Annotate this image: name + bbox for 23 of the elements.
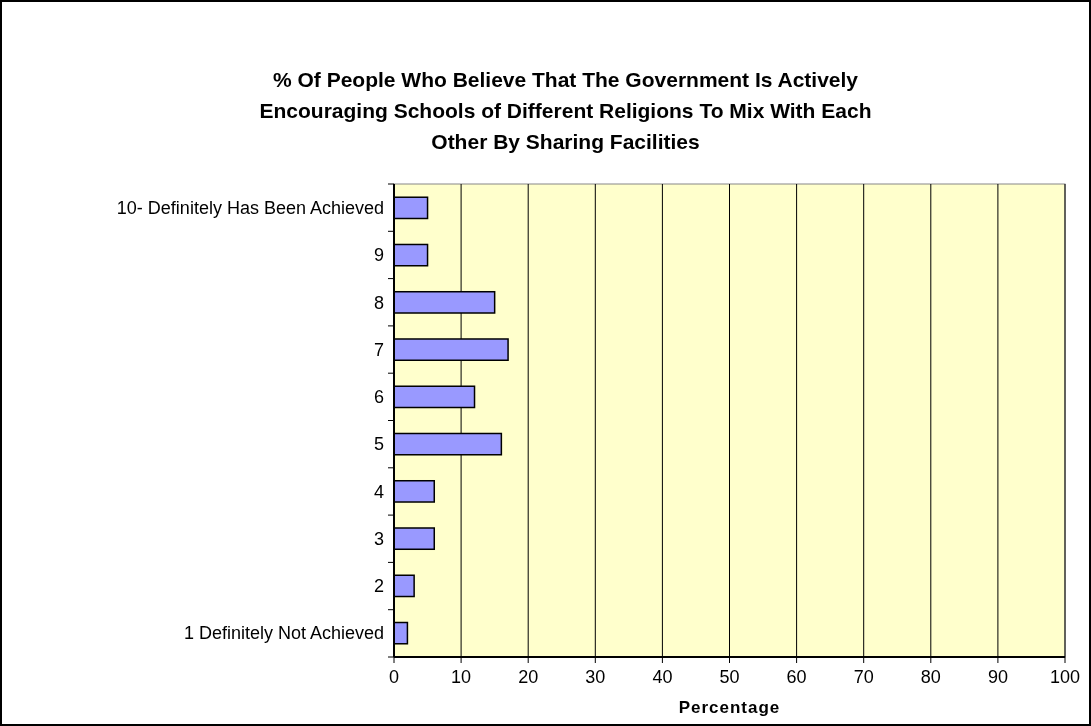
y-tick-label: 2 bbox=[373, 576, 384, 597]
y-tick-label: 9 bbox=[373, 245, 384, 266]
x-tick-label: 30 bbox=[585, 667, 606, 687]
x-tick-label: 70 bbox=[853, 667, 874, 687]
y-tick-label: 10- Definitely Has Been Achieved bbox=[116, 198, 384, 219]
y-tick-label: 5 bbox=[373, 434, 384, 455]
x-tick-label: 50 bbox=[719, 667, 740, 687]
x-tick-label: 10 bbox=[451, 667, 472, 687]
x-tick-label: 40 bbox=[652, 667, 673, 687]
y-tick-label: 7 bbox=[373, 339, 384, 360]
x-tick-label: 60 bbox=[786, 667, 807, 687]
x-tick-label: 90 bbox=[987, 667, 1008, 687]
y-tick-label: 8 bbox=[373, 292, 384, 313]
x-tick-label: 0 bbox=[388, 667, 400, 687]
x-tick-label: 100 bbox=[1049, 667, 1081, 687]
y-tick-label: 4 bbox=[373, 481, 384, 502]
y-tick-label: 1 Definitely Not Achieved bbox=[183, 623, 384, 644]
x-tick-label: 20 bbox=[518, 667, 539, 687]
chart-title: % Of People Who Believe That The Government Is Actively Encouraging Schools of Different Religions To Mix With Each Other By Sharing Facilities bbox=[259, 68, 872, 153]
x-axis-title: Percentage bbox=[678, 698, 781, 717]
x-tick-label: 80 bbox=[920, 667, 941, 687]
y-tick-label: 3 bbox=[373, 528, 384, 549]
y-tick-label: 6 bbox=[373, 387, 384, 408]
